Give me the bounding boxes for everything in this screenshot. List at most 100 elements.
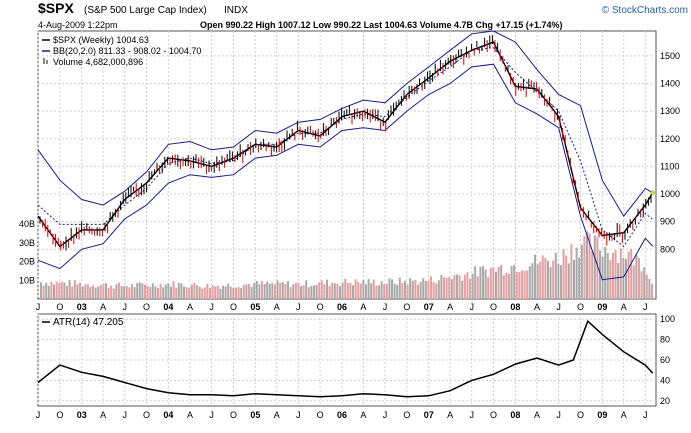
volume-bar — [216, 285, 219, 299]
volume-bar — [188, 287, 191, 299]
volume-bar — [484, 269, 487, 299]
volume-bar — [159, 283, 162, 299]
volume-bar — [510, 266, 513, 299]
price-x-tick-label: J — [383, 302, 388, 312]
price-x-tick-label: A — [447, 302, 453, 312]
volume-bar — [224, 286, 227, 299]
volume-bar — [606, 253, 609, 299]
volume-bar — [302, 285, 305, 299]
volume-bar — [276, 280, 279, 299]
volume-bar — [534, 254, 536, 299]
price-x-tick-label: J — [469, 302, 474, 312]
atr-x-tick-label: O — [490, 410, 497, 420]
volume-bar — [588, 233, 591, 299]
volume-bar — [326, 279, 328, 299]
volume-bar — [567, 263, 570, 299]
volume-bar — [97, 286, 100, 299]
atr-x-tick-label: A — [274, 410, 280, 420]
volume-bar — [398, 277, 401, 299]
atr-x-tick-label: 03 — [77, 410, 87, 420]
price-x-tick-label: 03 — [77, 302, 87, 312]
volume-bar — [125, 286, 128, 299]
volume-bar — [136, 282, 139, 299]
volume-bar — [300, 286, 302, 299]
volume-bar — [297, 282, 300, 299]
volume-bar — [53, 284, 55, 299]
volume-bar — [328, 286, 331, 299]
price-x-tick-label: J — [122, 302, 127, 312]
volume-bar — [508, 273, 510, 299]
volume-bar — [248, 284, 250, 299]
volume-bar — [518, 271, 521, 299]
volume-bar — [562, 249, 565, 299]
price-x-tick-label: O — [577, 302, 584, 312]
volume-bar — [240, 288, 243, 299]
price-x-tick-label: O — [143, 302, 150, 312]
atr-legend: ATR(14) 47.205 — [42, 317, 124, 328]
atr-x-tick-label: 06 — [337, 410, 347, 420]
atr-x-tick-label: O — [56, 410, 63, 420]
volume-bar — [435, 283, 438, 299]
chart-brand[interactable]: © StockCharts.com — [602, 5, 688, 16]
volume-bar — [541, 255, 544, 299]
volume-bar — [645, 274, 648, 299]
volume-bar — [453, 275, 456, 299]
volume-bar — [500, 265, 503, 299]
volume-bar — [253, 282, 256, 299]
atr-x-tick-label: 08 — [510, 410, 520, 420]
volume-bar — [419, 281, 422, 299]
volume-bar — [84, 284, 87, 299]
volume-bar — [396, 284, 399, 299]
price-x-tick-label: O — [56, 302, 63, 312]
volume-bar — [198, 286, 201, 299]
volume-bar — [372, 279, 375, 299]
atr-x-tick-label: J — [469, 410, 474, 420]
atr-x-tick-label: O — [317, 410, 324, 420]
volume-bar — [591, 250, 594, 299]
atr-x-tick-label: A — [534, 410, 540, 420]
price-x-tick-label: A — [187, 302, 193, 312]
volume-bar — [313, 285, 315, 299]
volume-bar — [261, 281, 263, 299]
volume-bar — [630, 248, 633, 299]
atr-x-tick-label: A — [447, 410, 453, 420]
volume-bar — [94, 287, 97, 299]
volume-bar — [268, 283, 271, 299]
price-x-tick-label: 05 — [250, 302, 260, 312]
volume-bar — [586, 231, 588, 299]
volume-bar — [284, 283, 287, 299]
price-x-tick-label: J — [209, 302, 214, 312]
atr-grid — [37, 314, 656, 406]
volume-bar — [406, 284, 409, 299]
volume-bar — [115, 284, 118, 299]
volume-bar — [427, 280, 430, 299]
volume-bar — [120, 286, 123, 299]
volume-bar — [79, 282, 81, 299]
volume-bar — [580, 244, 583, 299]
atr-x-tick-label: 04 — [163, 410, 173, 420]
volume-bar — [55, 281, 58, 299]
volume-bar — [450, 279, 453, 299]
price-x-tick-label: 09 — [597, 302, 607, 312]
volume-bar — [167, 283, 170, 299]
volume-bar — [151, 283, 154, 299]
volume-bar — [648, 278, 651, 299]
volume-bar — [346, 282, 349, 299]
volume-bar — [456, 274, 458, 299]
volume-bar — [250, 287, 253, 299]
volume-bar — [193, 282, 196, 299]
atr-x-tick-label: J — [122, 410, 127, 420]
volume-bar — [560, 265, 562, 299]
legend-bb: BB(20,2.0) 811.33 - 908.02 - 1004.70 — [53, 46, 201, 56]
volume-bar — [437, 280, 440, 299]
volume-bar — [388, 278, 391, 299]
volume-bar — [45, 282, 48, 299]
volume-bar — [378, 285, 380, 299]
price-tick-label: 800 — [660, 244, 675, 254]
atr-tick-label: 80 — [660, 335, 670, 345]
volume-bar — [352, 285, 354, 299]
volume-bar — [502, 275, 505, 299]
volume-bar — [547, 260, 549, 299]
volume-bar — [609, 259, 612, 299]
volume-bar — [411, 280, 414, 299]
